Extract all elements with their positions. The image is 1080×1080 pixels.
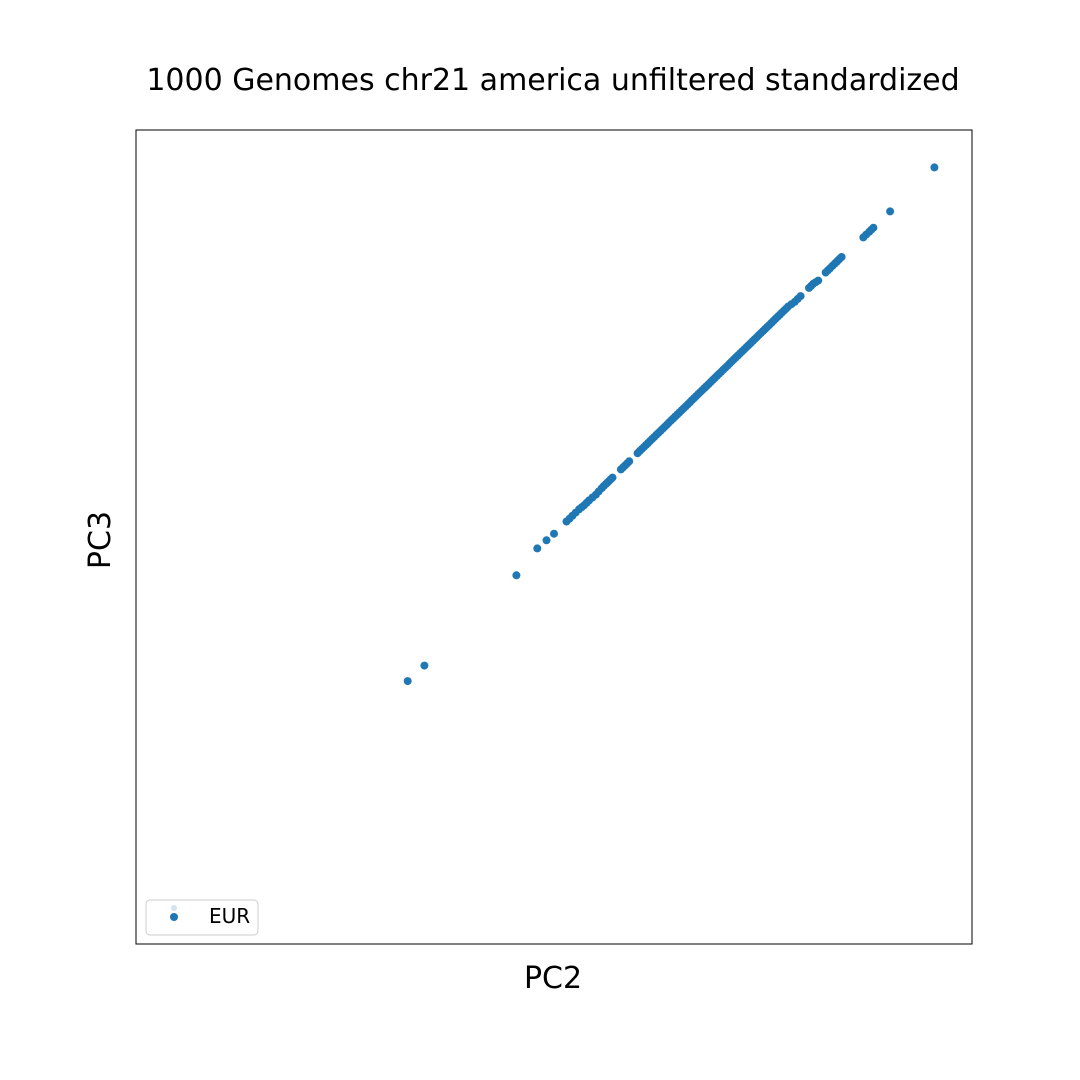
plot-area-frame [135, 129, 973, 945]
scatter-point [403, 677, 412, 686]
scatter-point [594, 487, 603, 496]
scatter-point [793, 294, 802, 303]
scatter-point [782, 304, 790, 313]
scatter-point [512, 571, 521, 580]
chart-title: 1000 Genomes chr21 america unfiltered st… [146, 63, 959, 98]
scatter-point [565, 514, 574, 523]
scatter-point [835, 254, 844, 263]
scatter-point [623, 459, 632, 468]
y-axis-label: PC3 [83, 511, 118, 569]
scatter-point [930, 163, 939, 172]
legend: EUR [145, 899, 259, 936]
scatter-point [582, 498, 591, 507]
scatter-point [606, 475, 615, 484]
scatter-point [811, 278, 820, 287]
scatter-point [571, 508, 580, 517]
legend-marker-eur [170, 913, 178, 921]
scatter-point [542, 536, 551, 545]
points-layer [403, 163, 939, 686]
legend-box [145, 899, 259, 936]
scatter-point [550, 529, 558, 538]
x-axis-label: PC2 [524, 961, 582, 996]
scatter-point [420, 661, 429, 670]
legend-label-eur: EUR [209, 904, 250, 928]
scatter-point [787, 300, 796, 309]
scatter-point [862, 230, 871, 239]
scatter-point [886, 207, 895, 216]
scatter-point [588, 493, 597, 502]
scatter-point [867, 225, 876, 234]
scatter-point [533, 544, 542, 553]
legend-marker-faded [171, 905, 177, 911]
